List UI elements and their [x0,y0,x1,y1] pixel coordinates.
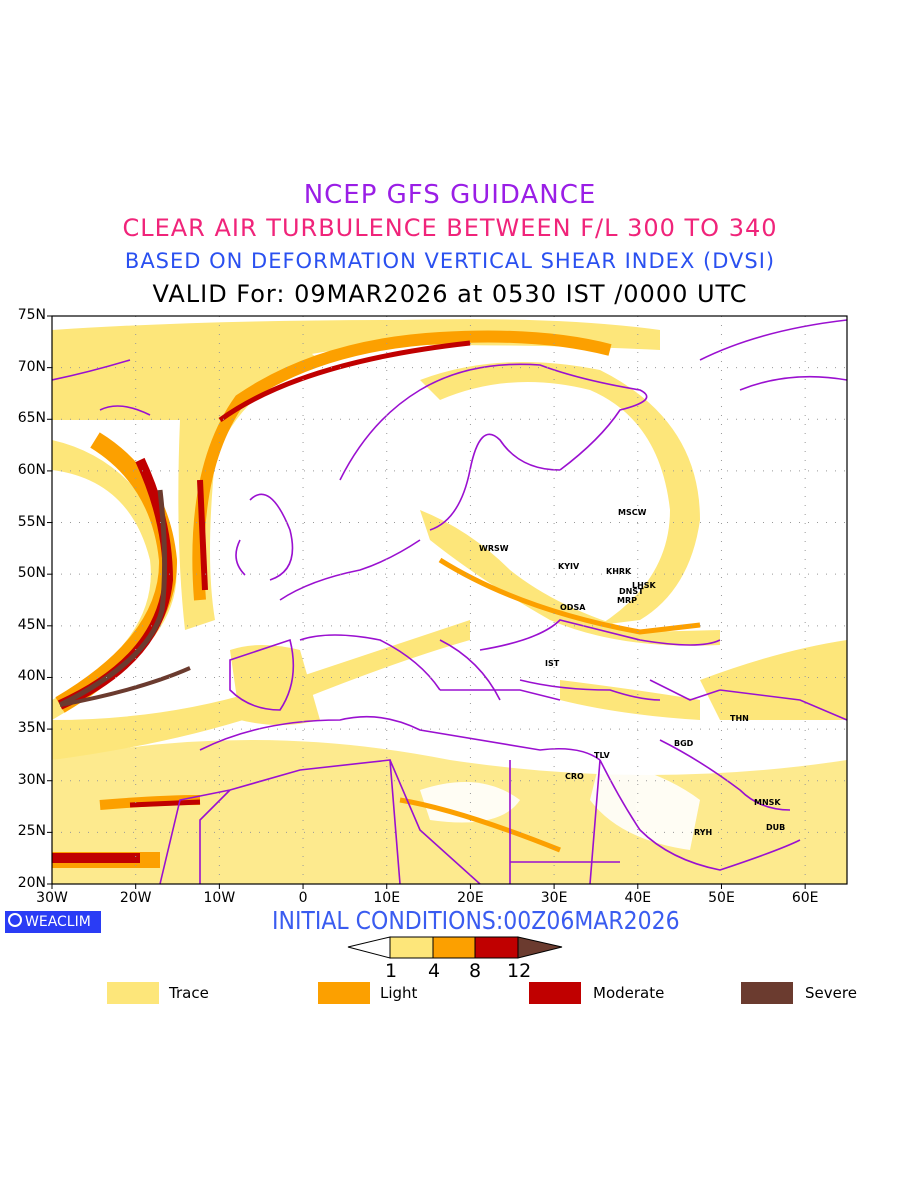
lon-label: 20E [457,890,484,906]
city-label-dub: DUB [766,823,786,832]
city-label-tlv: TLV [594,751,610,760]
lat-label: 30N [17,771,46,788]
lon-label: 60E [791,890,819,906]
lat-label: 35N [17,720,46,737]
city-label-lhsk: LHSK [632,581,656,590]
lon-label: 40E [624,890,652,906]
lon-label: 20W [119,890,152,906]
copyright-icon [8,913,22,927]
axis-ticks [47,315,806,889]
city-label-dnst: DNST [619,587,644,596]
colorbar-tick: 4 [428,960,441,982]
title-line-1: NCEP GFS GUIDANCE [303,180,597,210]
lon-label: 10W [203,890,236,906]
title-line-2: CLEAR AIR TURBULENCE BETWEEN F/L 300 TO … [122,214,778,242]
legend-swatch-severe [741,982,793,1004]
city-label-cro: CRO [565,772,584,781]
colorbar-tick: 12 [507,960,532,982]
lat-label: 65N [17,410,46,427]
city-label-mrp: MRP [617,596,637,605]
colorbar-trace [389,936,434,959]
coastlines [52,319,847,884]
colorbar-light [432,936,476,959]
lat-label: 45N [17,616,46,633]
lat-label: 55N [17,513,46,530]
lat-label: 40N [17,668,46,685]
city-label-ist: IST [545,659,560,668]
lat-label: 60N [17,461,46,478]
lat-label: 70N [17,358,46,375]
brand-text: WEACLIM [25,914,91,930]
colorbar-tick: 8 [469,960,482,982]
legend-label: Light [380,984,418,1002]
title-line-3: BASED ON DEFORMATION VERTICAL SHEAR INDE… [124,249,776,273]
city-label-mnsk: MNSK [754,798,781,807]
city-label-mscw: MSCW [618,508,647,517]
lon-label: 0 [298,890,308,906]
legend-swatch-light [318,982,370,1004]
lon-label: 50E [708,890,735,906]
city-label-kyiv: KYIV [558,562,580,571]
initial-conditions: INITIAL CONDITIONS:00Z06MAR2026 [272,906,680,935]
lon-label: 30E [540,890,568,906]
lat-label: 75N [17,307,46,323]
lat-label: 50N [17,565,46,582]
city-label-khrk: KHRK [606,567,632,576]
lat-label: 20N [17,875,46,891]
moderate-bands [52,340,471,863]
legend-swatch-trace [107,982,159,1004]
city-label-bgd: BGD [674,739,694,748]
map-frame [51,315,848,885]
city-label-ryh: RYH [694,828,713,837]
lat-label: 25N [17,823,46,840]
legend-label: Moderate [593,984,665,1002]
lon-label: 30W [36,890,68,906]
colorbar-moderate [474,936,519,959]
colorbar-tick: 1 [385,960,398,982]
city-label-thn: THN [730,714,749,723]
severe-bands [58,489,191,708]
legend-swatch-moderate [529,982,581,1004]
lon-label: 10E [373,890,401,906]
weaclim-logo[interactable]: WEACLIM [5,911,101,933]
turbulence-field [52,316,847,884]
valid-time: VALID For: 09MAR2026 at 0530 IST /0000 U… [152,280,748,308]
city-label-odsa: ODSA [560,603,586,612]
colorbar-under-arrow [347,936,391,959]
city-label-wrsw: WRSW [479,544,509,553]
colorbar-severe-arrow [517,936,563,959]
legend-label: Severe [805,984,857,1002]
legend-label: Trace [169,984,209,1002]
